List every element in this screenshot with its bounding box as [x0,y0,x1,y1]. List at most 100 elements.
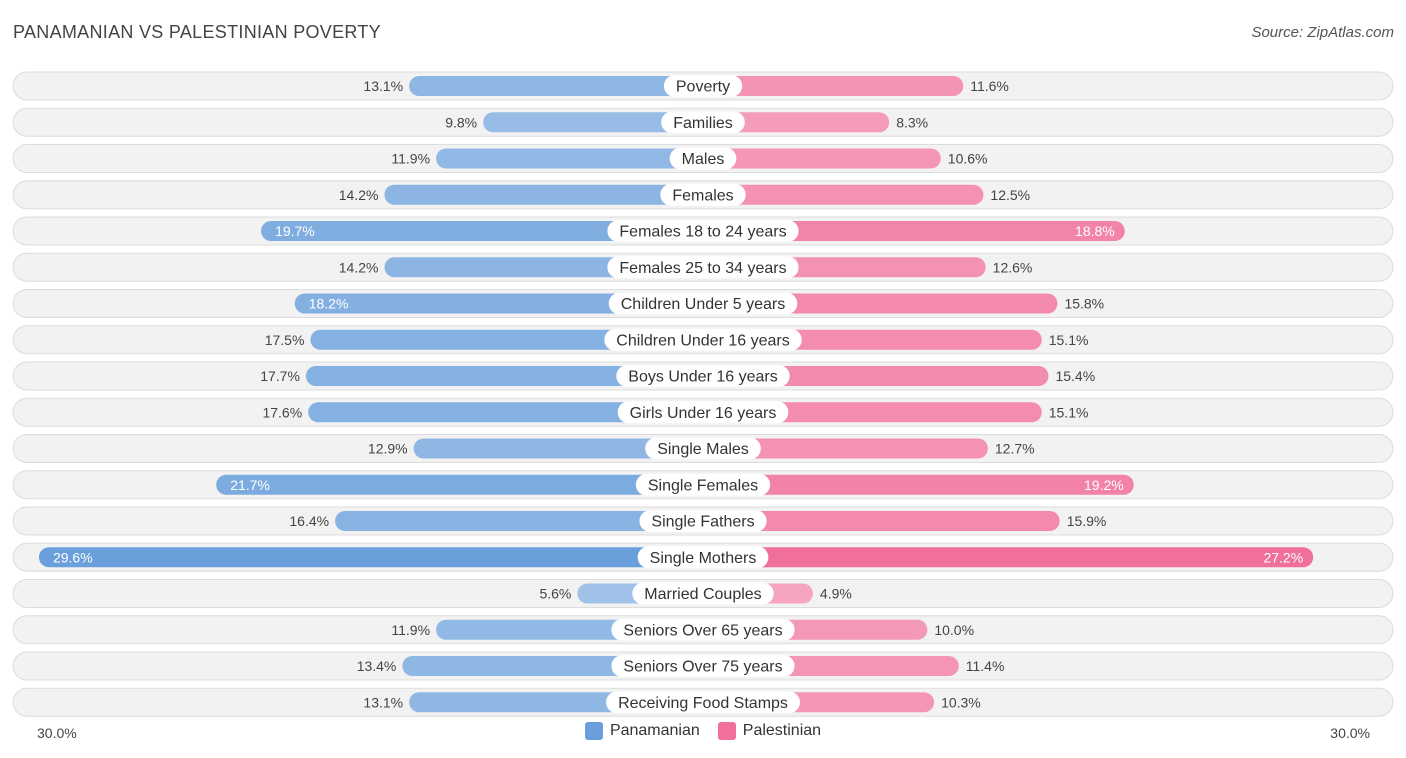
bar-panamanian [38,547,704,568]
value-label-panamanian: 11.9% [391,622,430,638]
legend-item-panamanian[interactable]: Panamanian [584,722,700,740]
value-label-palestinian: 10.3% [941,694,981,710]
category-label: Males [682,151,725,168]
category-label: Females [672,187,733,204]
value-label-panamanian: 17.7% [260,368,300,384]
category-label-pill [616,365,790,387]
value-label-panamanian: 21.7% [230,477,270,493]
axis-right-label: 30.0% [1330,725,1370,741]
category-label-pill [635,473,771,496]
bar-panamanian [409,76,703,96]
value-label-palestinian: 27.2% [1263,549,1303,565]
bar-panamanian [216,474,704,495]
value-label-palestinian: 19.2% [1084,477,1124,493]
category-label-pill [632,582,774,605]
value-label-palestinian: 15.8% [1064,296,1104,312]
value-label-palestinian: 10.0% [934,622,974,638]
category-label: Females 25 to 34 years [619,260,786,277]
bar-panamanian [305,366,703,386]
category-label-pill [637,546,769,569]
legend-swatch-palestinian [717,722,736,740]
category-label-pill [607,220,799,242]
bar-palestinian [703,184,984,205]
bar-panamanian [310,329,703,350]
value-label-panamanian: 17.5% [265,332,305,348]
value-label-panamanian: 16.4% [289,513,329,529]
value-label-panamanian: 9.8% [445,114,477,130]
value-label-palestinian: 15.9% [1067,513,1107,529]
category-label-pill [669,147,737,170]
value-label-panamanian: 13.4% [357,658,397,674]
category-label: Seniors Over 65 years [623,622,782,639]
legend-label-panamanian: Panamanian [609,722,700,739]
category-label-pill [639,510,767,532]
value-label-panamanian: 13.1% [363,78,403,94]
value-label-palestinian: 11.4% [966,658,1005,674]
category-label-pill [663,75,743,97]
value-label-panamanian: 11.9% [391,151,430,167]
bar-panamanian [413,438,703,459]
category-label-pill [660,183,746,206]
bar-palestinian [703,438,988,459]
category-label-pill [611,618,795,641]
category-label-pill [645,437,761,460]
category-label: Boys Under 16 years [628,369,777,386]
value-label-palestinian: 10.6% [948,151,988,167]
legend-item-palestinian[interactable]: Palestinian [717,722,822,740]
value-label-palestinian: 12.6% [993,259,1033,275]
bar-palestinian [703,112,890,133]
value-label-panamanian: 18.2% [309,296,349,312]
value-label-palestinian: 4.9% [820,586,852,602]
bar-palestinian [703,148,941,169]
category-label-pill [608,292,798,315]
bar-panamanian [261,221,703,241]
value-label-palestinian: 15.1% [1049,332,1089,348]
bar-palestinian [703,366,1049,386]
legend: Panamanian Palestinian [0,722,1406,740]
bar-palestinian [703,221,1125,241]
category-label: Married Couples [644,586,761,603]
axis-left-label: 30.0% [37,725,77,741]
value-label-panamanian: 5.6% [539,586,571,602]
category-label: Single Females [648,477,758,494]
category-label: Children Under 16 years [616,332,789,349]
value-label-palestinian: 12.7% [995,441,1035,457]
bar-palestinian [703,474,1134,495]
value-label-palestinian: 18.8% [1075,223,1115,239]
value-label-panamanian: 29.6% [53,549,93,565]
category-label: Seniors Over 75 years [623,659,782,676]
chart: 13.1% 11.6% Poverty 9.8% 8.3% Families 11.9% 10… [12,71,1394,717]
category-label: Single Mothers [650,550,757,567]
category-label: Receiving Food Stamps [618,695,788,712]
bar-palestinian [703,402,1042,423]
value-label-panamanian: 14.2% [339,259,379,275]
category-label-pill [661,111,745,134]
category-label-pill [604,328,802,351]
category-label-pill [606,691,800,714]
category-label: Children Under 5 years [621,296,786,313]
value-label-panamanian: 17.6% [262,404,302,420]
category-label: Single Fathers [651,514,754,531]
bar-panamanian [308,402,703,423]
category-label-pill [611,655,795,677]
bar-palestinian [703,76,964,96]
value-label-panamanian: 12.9% [368,441,408,457]
bar-panamanian [483,112,703,133]
chart-title: PANAMANIAN VS PALESTINIAN POVERTY [13,22,381,42]
value-label-palestinian: 12.5% [990,187,1030,203]
legend-swatch-panamanian [584,722,603,740]
value-label-palestinian: 15.4% [1055,368,1095,384]
value-label-panamanian: 14.2% [339,187,379,203]
value-label-palestinian: 8.3% [896,114,928,130]
legend-label-palestinian: Palestinian [742,722,822,739]
value-label-panamanian: 19.7% [275,223,315,239]
source-label: Source: ZipAtlas.com [1251,24,1394,41]
bar-panamanian [335,511,703,531]
bar-panamanian [384,184,703,205]
bar-panamanian [294,293,703,314]
bar-palestinian [703,511,1060,531]
category-label: Families [673,115,733,132]
category-label-pill [607,256,799,279]
category-label-pill [617,401,789,424]
bar-palestinian [703,547,1314,568]
